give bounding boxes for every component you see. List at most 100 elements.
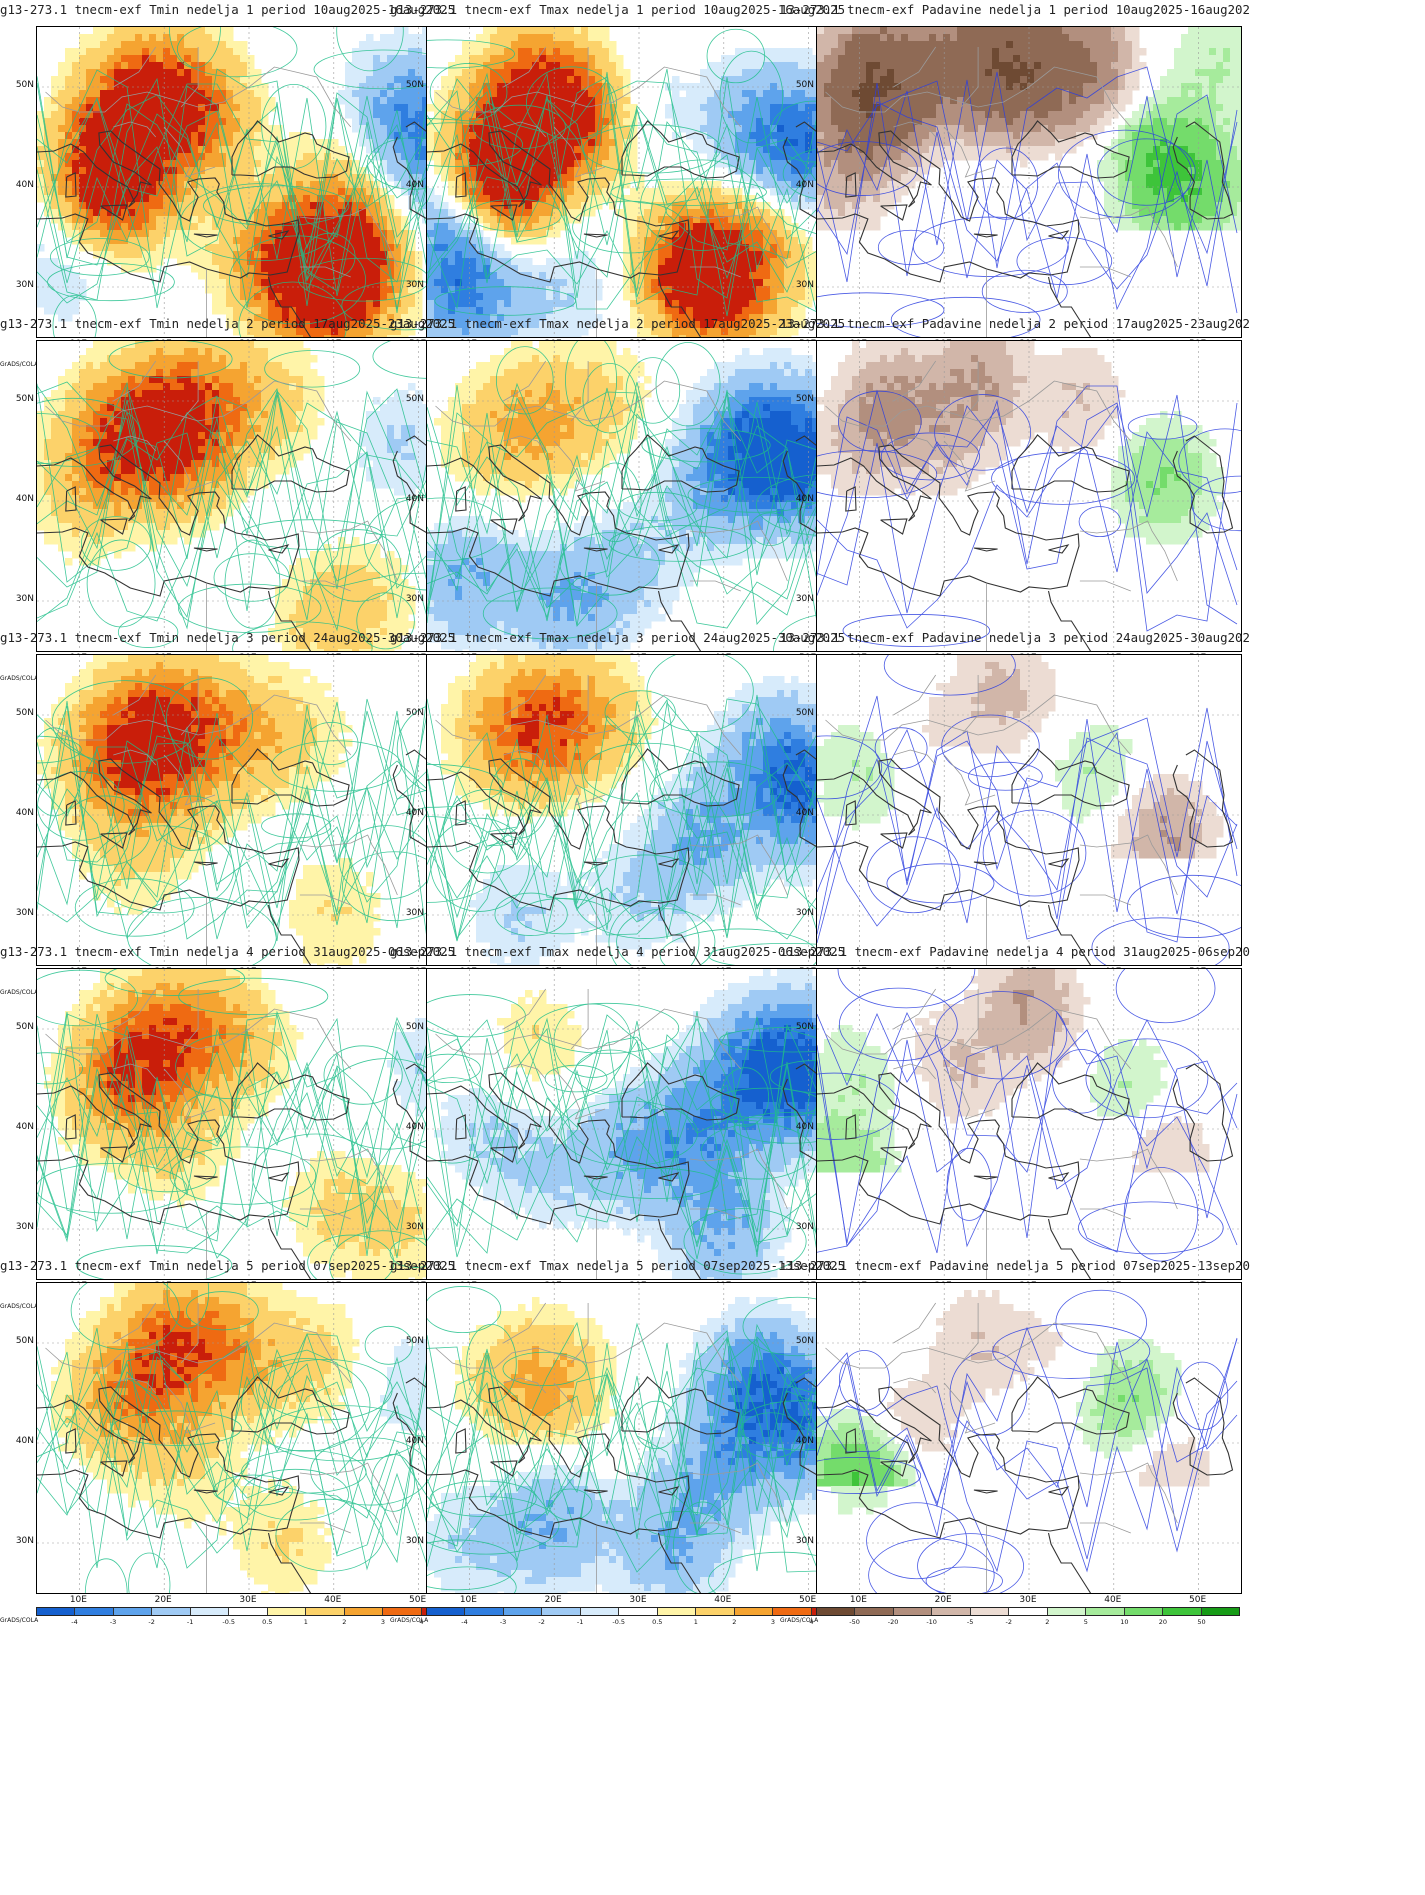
color-scale-tick: -2 [527,1618,557,1626]
grads-credit: GrADS/COLA [0,989,38,996]
panel-title: ı13-273.1 tnecm-exf Padavine nedelja 4 p… [780,944,1250,959]
color-scale-swatch [773,1608,812,1615]
color-scale-bar [816,1607,1240,1616]
color-scale-tick: 2 [719,1618,749,1626]
grads-credit: GrADS/COLA [0,1617,38,1624]
longitude-label: 40E [313,1595,353,1605]
color-scale-swatch [932,1608,971,1615]
latitude-label: 30N [784,594,814,604]
grads-credit: GrADS/COLA [0,361,38,368]
color-scale-tick: -4 [450,1618,480,1626]
longitude-label: 40E [1093,1595,1133,1605]
latitude-label: 30N [4,908,34,918]
color-scale-swatch [190,1608,230,1615]
color-scale-swatch [503,1608,543,1615]
longitude-label: 50E [1178,1595,1218,1605]
color-scale-swatch [657,1608,697,1615]
color-scale-tick: -1 [565,1618,595,1626]
latitude-label: 30N [4,594,34,604]
latitude-label: 50N [784,708,814,718]
anomaly-map [816,340,1242,652]
color-scale-swatch [37,1608,76,1615]
latitude-label: 30N [4,1222,34,1232]
map-panel-padavine-week-4: ı13-273.1 tnecm-exf Padavine nedelja 4 p… [780,942,1250,1321]
latitude-label: 50N [394,1336,424,1346]
panel-title: g13-273.1 tnecm-exf Tmax nedelja 3 perio… [390,630,860,645]
latitude-label: 50N [784,1336,814,1346]
color-scale-swatch [855,1608,894,1615]
latitude-label: 40N [4,1122,34,1132]
latitude-label: 30N [394,908,424,918]
latitude-label: 40N [394,808,424,818]
latitude-label: 50N [394,708,424,718]
color-scale-swatch [1009,1608,1048,1615]
latitude-label: 30N [394,1536,424,1546]
anomaly-map [36,340,462,652]
longitude-label: 20E [143,1595,183,1605]
color-scale-tick: -0.5 [604,1618,634,1626]
anomaly-map [36,968,462,1280]
panel-title: g13-273.1 tnecm-exf Tmax nedelja 4 perio… [390,944,860,959]
anomaly-map [816,654,1242,966]
color-scale-swatch [75,1608,114,1615]
latitude-label: 30N [394,1222,424,1232]
latitude-label: 30N [394,594,424,604]
latitude-label: 50N [784,80,814,90]
latitude-label: 50N [4,80,34,90]
color-scale-tick: -10 [917,1618,947,1626]
latitude-label: 50N [4,1336,34,1346]
color-scale-swatch [734,1608,774,1615]
latitude-label: 30N [784,1536,814,1546]
color-scale-tick: -2 [137,1618,167,1626]
color-scale-swatch [344,1608,384,1615]
longitude-label: 10E [448,1595,488,1605]
color-scale-tick: 1 [681,1618,711,1626]
panel-title: 13-273.1 tnecm-exf Padavine nedelja 1 pe… [780,2,1250,17]
color-scale-bar [426,1607,850,1616]
color-scale-tick: 4 [796,1618,826,1626]
color-scale-swatch [267,1608,307,1615]
longitude-label: 20E [533,1595,573,1605]
color-scale-swatch [1163,1608,1202,1615]
latitude-label: 30N [394,280,424,290]
latitude-label: 40N [394,494,424,504]
color-scale-swatch [696,1608,735,1615]
longitude-label: 50E [398,1595,438,1605]
map-panel-tmin-week-1: g13-273.1 tnecm-exf Tmin nedelja 1 perio… [0,0,470,379]
longitude-label: 10E [838,1595,878,1605]
color-scale-swatch [1124,1608,1164,1615]
anomaly-map [36,1282,462,1594]
latitude-label: 40N [394,180,424,190]
color-scale-tick: -4 [60,1618,90,1626]
latitude-label: 40N [4,180,34,190]
color-scale-swatch [113,1608,153,1615]
panel-title: g13-273.1 tnecm-exf Tmax nedelja 1 perio… [390,2,860,17]
map-panel-tmin-week-4: g13-273.1 tnecm-exf Tmin nedelja 4 perio… [0,942,470,1321]
longitude-label: 30E [1008,1595,1048,1605]
grads-credit: GrADS/COLA [0,1303,38,1310]
anomaly-map [426,26,852,338]
latitude-label: 50N [784,394,814,404]
color-scale-swatch [1047,1608,1087,1615]
panel-title: 13-273.1 tnecm-exf Padavine nedelja 3 pe… [780,630,1250,645]
latitude-label: 30N [4,1536,34,1546]
panel-title: g13-273.1 tnecm-exf Tmin nedelja 4 perio… [0,944,470,959]
latitude-label: 30N [784,280,814,290]
latitude-label: 40N [394,1122,424,1132]
latitude-label: 30N [784,1222,814,1232]
panel-title: g13-273.1 tnecm-exf Tmin nedelja 3 perio… [0,630,470,645]
anomaly-map [816,968,1242,1280]
anomaly-map [36,26,462,338]
color-scale-swatch [970,1608,1010,1615]
longitude-label: 50E [788,1595,828,1605]
map-panel-padavine-week-5: ı13-273.1 tnecm-exf Padavine nedelja 5 p… [780,1256,1250,1635]
color-scale-swatch [383,1608,422,1615]
color-scale-tick: 0.5 [252,1618,282,1626]
map-panel-tmax-week-2: g13-273.1 tnecm-exf Tmax nedelja 2 perio… [390,314,860,693]
grads-credit: GrADS/COLA [390,1617,428,1624]
longitude-label: 20E [923,1595,963,1605]
color-scale-swatch [817,1608,856,1615]
longitude-label: 30E [228,1595,268,1605]
map-panel-tmax-week-1: g13-273.1 tnecm-exf Tmax nedelja 1 perio… [390,0,860,379]
latitude-label: 30N [4,280,34,290]
